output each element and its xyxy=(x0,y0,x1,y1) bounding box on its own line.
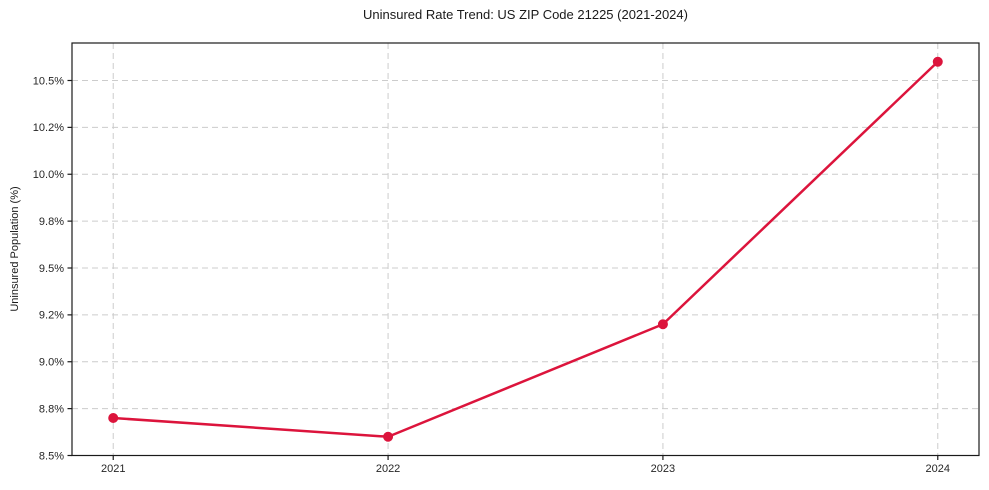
y-tick-label-9.8%: 9.8% xyxy=(39,216,64,228)
chart-title: Uninsured Rate Trend: US ZIP Code 21225 … xyxy=(363,7,688,22)
plot-border xyxy=(71,42,980,457)
y-tick-label-10.5%: 10.5% xyxy=(33,75,64,87)
gridlines xyxy=(72,43,979,456)
x-tick-label-2024: 2024 xyxy=(926,463,950,475)
tick-labels: 8.5% 8.8% 9.0% 9.2% 9.5% 9.8% 10.0% 10.2% 10.5% 2… xyxy=(33,75,950,475)
y-tick-label-8.8%: 8.8% xyxy=(39,403,64,415)
data-series xyxy=(108,56,943,442)
x-tick-label-2023: 2023 xyxy=(651,463,675,475)
data-point-2021 xyxy=(108,413,119,423)
x-tick-label-2022: 2022 xyxy=(376,463,400,475)
data-point-2022 xyxy=(383,431,394,442)
y-tick-label-9.5%: 9.5% xyxy=(39,263,64,275)
y-tick-label-9.0%: 9.0% xyxy=(39,357,64,369)
x-tick-label-2021: 2021 xyxy=(101,463,125,475)
trend-line xyxy=(111,60,940,438)
axes xyxy=(67,42,980,460)
y-tick-label-8.5%: 8.5% xyxy=(39,450,64,462)
y-tick-label-10.0%: 10.0% xyxy=(33,169,64,181)
y-tick-label-10.2%: 10.2% xyxy=(33,122,64,134)
y-tick-label-9.2%: 9.2% xyxy=(39,310,64,322)
data-point-2024 xyxy=(932,56,943,67)
data-point-2023 xyxy=(657,319,668,330)
